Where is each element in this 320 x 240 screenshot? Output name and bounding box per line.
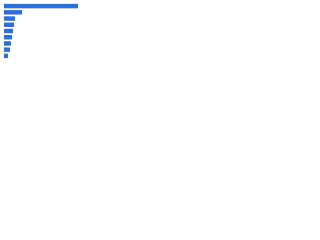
bar — [4, 28, 13, 34]
bar — [4, 47, 10, 52]
chart — [4, 3, 78, 59]
bar — [4, 22, 14, 28]
bar — [4, 3, 78, 9]
bar — [4, 34, 12, 40]
page: {"chart_data": {"type": "bar", "orientat… — [0, 0, 100, 71]
bar — [4, 53, 8, 59]
bar — [4, 16, 15, 21]
bar — [4, 41, 11, 46]
bar — [4, 10, 22, 15]
